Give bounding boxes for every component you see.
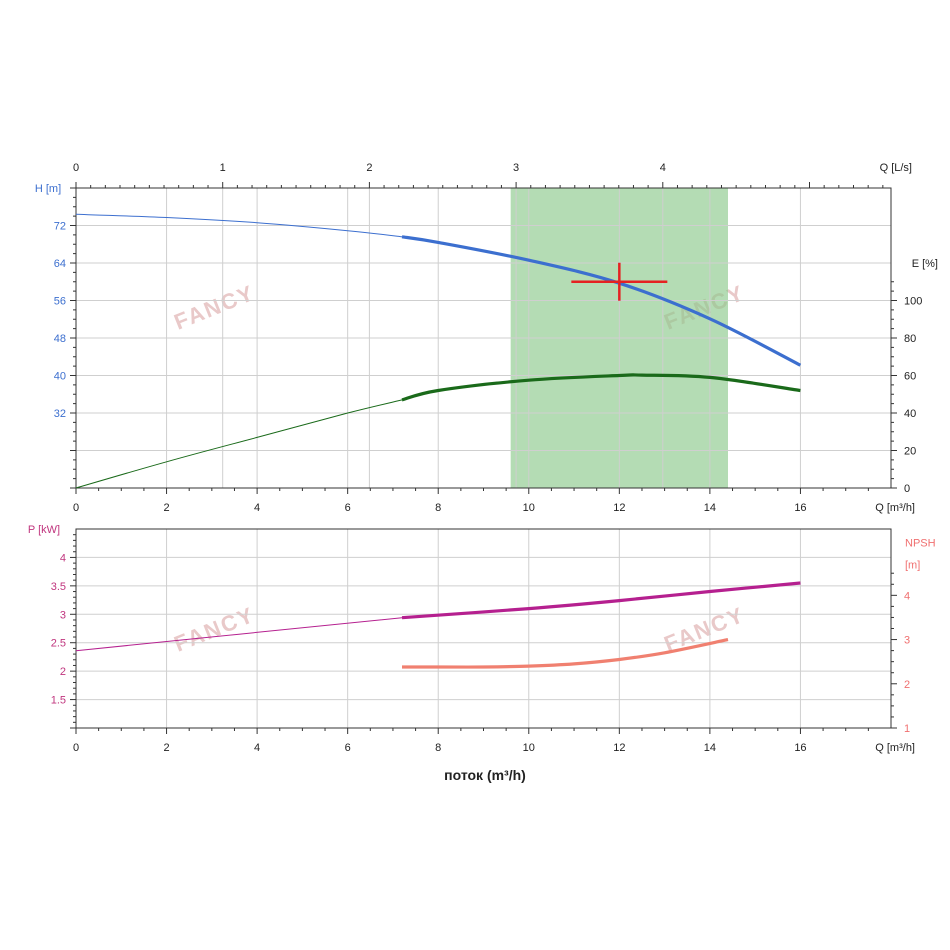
x-axis-unit-label: Q [m³/h] bbox=[875, 742, 915, 754]
y-right-axis-label: NPSH bbox=[905, 537, 936, 549]
y-left-tick-label: 64 bbox=[54, 258, 66, 270]
x-tick-label: 12 bbox=[613, 742, 625, 754]
y-left-tick-label: 1.5 bbox=[51, 695, 66, 707]
x-tick-label: 16 bbox=[794, 742, 806, 754]
y-left-tick-label: 56 bbox=[54, 296, 66, 308]
x-top-axis-label: Q [L/s] bbox=[880, 162, 912, 174]
y-left-tick-label: 72 bbox=[54, 221, 66, 233]
x-tick-label: 2 bbox=[163, 502, 169, 514]
y-right-tick-label: 60 bbox=[904, 371, 916, 383]
y-right-tick-label: 0 bbox=[904, 483, 910, 495]
y-right-tick-label: 20 bbox=[904, 446, 916, 458]
x-tick-label: 2 bbox=[163, 742, 169, 754]
head-curve bbox=[401, 235, 802, 367]
y-left-tick-label: 3 bbox=[60, 609, 66, 621]
x-tick-label: 16 bbox=[794, 502, 806, 514]
x-tick-label: 4 bbox=[254, 742, 260, 754]
y-left-tick-label: 4 bbox=[60, 552, 66, 564]
y-left-tick-label: 48 bbox=[54, 333, 66, 345]
y-right-tick-label: 2 bbox=[904, 679, 910, 691]
npsh-curve bbox=[401, 638, 729, 669]
x-top-tick-label: 1 bbox=[220, 162, 226, 174]
x-tick-label: 8 bbox=[435, 742, 441, 754]
x-top-tick-label: 0 bbox=[73, 162, 79, 174]
x-tick-label: 14 bbox=[704, 502, 716, 514]
power-curve bbox=[401, 581, 801, 620]
y-left-tick-label: 3.5 bbox=[51, 581, 66, 593]
x-tick-label: 14 bbox=[704, 742, 716, 754]
x-tick-label: 0 bbox=[73, 502, 79, 514]
y-left-tick-label: 32 bbox=[54, 408, 66, 420]
y-left-tick-label: 40 bbox=[54, 371, 66, 383]
y-right-axis-unit: [m] bbox=[905, 559, 920, 571]
y-left-axis-label: H [m] bbox=[35, 183, 61, 195]
x-tick-label: 4 bbox=[254, 502, 260, 514]
x-tick-label: 0 bbox=[73, 742, 79, 754]
x-tick-label: 8 bbox=[435, 502, 441, 514]
y-left-tick-label: 2.5 bbox=[51, 638, 66, 650]
x-tick-label: 6 bbox=[345, 502, 351, 514]
x-tick-label: 12 bbox=[613, 502, 625, 514]
head-efficiency-panel: 0 2 4 6 8 10 12 14 16 Q [m³/h]0 1 2 3 4 Q [L/s]3240485… bbox=[35, 162, 938, 514]
y-right-tick-label: 1 bbox=[904, 723, 910, 735]
x-tick-label: 6 bbox=[345, 742, 351, 754]
efficiency-curve bbox=[401, 373, 801, 402]
x-axis-title: поток (m³/h) bbox=[444, 767, 526, 783]
x-tick-label: 10 bbox=[523, 742, 535, 754]
y-right-tick-label: 3 bbox=[904, 635, 910, 647]
x-tick-label: 10 bbox=[523, 502, 535, 514]
power-curve-extrapolated bbox=[75, 617, 403, 652]
x-top-tick-label: 4 bbox=[660, 162, 666, 174]
power-npsh-panel: 0 2 4 6 8 10 12 14 16 Q [m³/h]1.522.533.54P [kW]1… bbox=[28, 524, 936, 754]
y-right-tick-label: 100 bbox=[904, 296, 922, 308]
y-right-axis-label: E [%] bbox=[912, 258, 938, 270]
efficiency-curve-extrapolated bbox=[75, 399, 403, 489]
x-top-tick-label: 3 bbox=[513, 162, 519, 174]
x-axis-unit-label: Q [m³/h] bbox=[875, 502, 915, 514]
y-left-tick-label: 2 bbox=[60, 666, 66, 678]
y-right-tick-label: 4 bbox=[904, 590, 910, 602]
y-left-axis-label: P [kW] bbox=[28, 524, 60, 536]
y-right-tick-label: 40 bbox=[904, 408, 916, 420]
y-right-tick-label: 80 bbox=[904, 333, 916, 345]
x-top-tick-label: 2 bbox=[366, 162, 372, 174]
head-curve-extrapolated bbox=[75, 213, 403, 238]
